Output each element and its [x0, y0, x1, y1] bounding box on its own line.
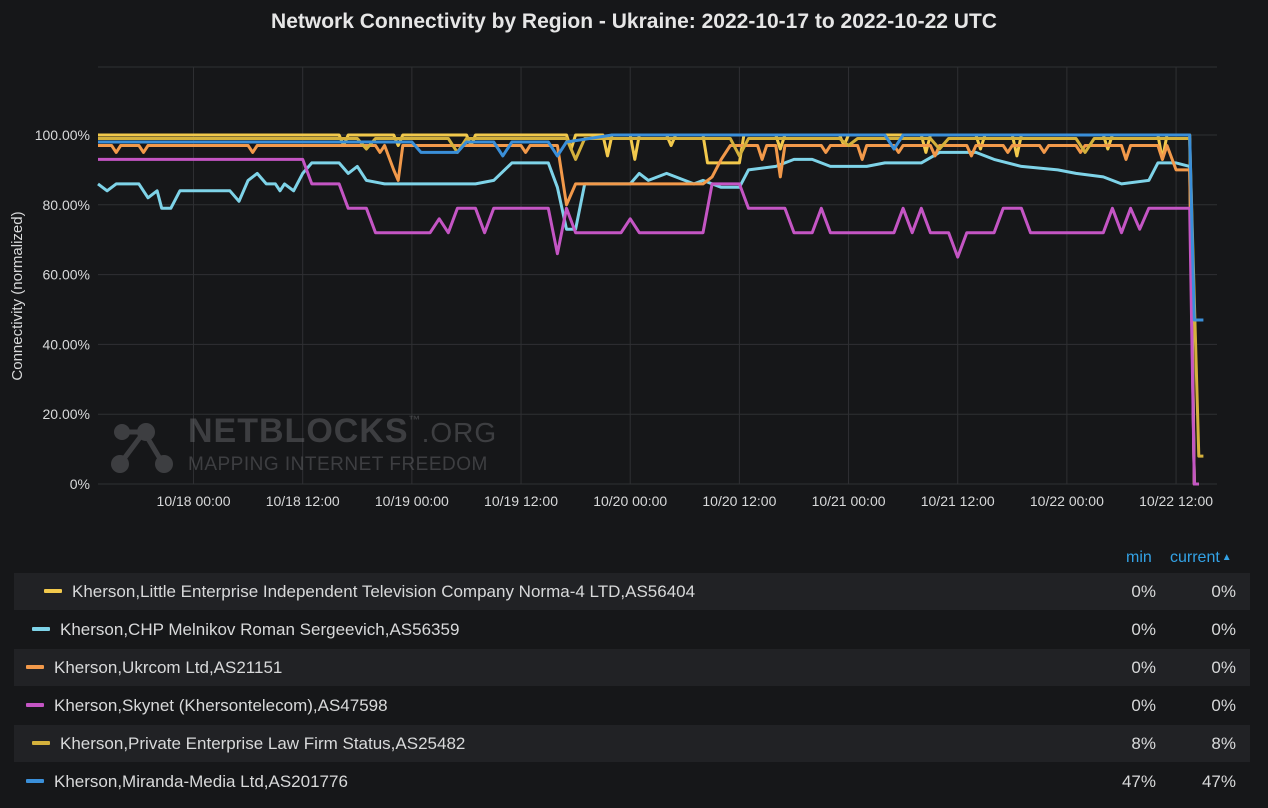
- y-tick-label: 80.00%: [43, 197, 90, 213]
- series-line-5[interactable]: [98, 133, 1204, 322]
- legend-table: Kherson,Little Enterprise Independent Te…: [14, 573, 1250, 801]
- legend-label[interactable]: Kherson,CHP Melnikov Roman Sergeevich,AS…: [60, 620, 460, 639]
- legend-label[interactable]: Kherson,Skynet (Khersontelecom),AS47598: [54, 696, 388, 715]
- x-tick-label: 10/22 12:00: [1139, 493, 1213, 509]
- x-tick-label: 10/20 00:00: [593, 493, 667, 509]
- legend-current-value: 0%: [1211, 582, 1236, 601]
- netblocks-logo-icon: [111, 423, 173, 473]
- legend-row[interactable]: Kherson,Miranda-Media Ltd,AS201776 47% 47%: [14, 763, 1250, 800]
- x-tick-label: 10/19 00:00: [375, 493, 449, 509]
- series-line-3[interactable]: [98, 157, 1199, 486]
- legend-min-value: 0%: [1131, 696, 1156, 715]
- current-column-header[interactable]: current ▲: [1170, 549, 1232, 566]
- legend-swatch: [44, 589, 62, 593]
- legend-label[interactable]: Kherson,Miranda-Media Ltd,AS201776: [54, 772, 348, 791]
- x-tick-label: 10/21 00:00: [812, 493, 886, 509]
- legend-min-value: 8%: [1131, 734, 1156, 753]
- series-line-2[interactable]: [98, 144, 1199, 486]
- legend-min-value: 0%: [1131, 658, 1156, 677]
- x-tick-label: 10/18 12:00: [266, 493, 340, 509]
- legend-swatch: [32, 627, 50, 631]
- x-tick-label: 10/20 12:00: [702, 493, 776, 509]
- watermark-brand: NETBLOCKS™.ORG: [188, 412, 498, 450]
- legend-label[interactable]: Kherson,Ukrcom Ltd,AS21151: [54, 658, 283, 677]
- y-tick-label: 40.00%: [43, 336, 90, 352]
- y-axis-title: Connectivity (normalized): [9, 211, 26, 380]
- series-lines: [97, 133, 1204, 486]
- legend-swatch: [32, 741, 50, 745]
- legend-min-value: 0%: [1131, 620, 1156, 639]
- x-tick-label: 10/22 00:00: [1030, 493, 1104, 509]
- legend-label[interactable]: Kherson,Private Enterprise Law Firm Stat…: [60, 734, 466, 753]
- y-axis-ticks: 0% 20.00% 40.00% 60.00% 80.00% 100.00%: [35, 127, 90, 492]
- legend-current-value: 0%: [1211, 658, 1236, 677]
- watermark-tagline: MAPPING INTERNET FREEDOM: [188, 454, 488, 475]
- x-tick-label: 10/21 12:00: [921, 493, 995, 509]
- min-column-header[interactable]: min: [1126, 549, 1152, 566]
- y-tick-label: 20.00%: [43, 406, 90, 422]
- x-tick-label: 10/19 12:00: [484, 493, 558, 509]
- x-tick-label: 10/18 00:00: [157, 493, 231, 509]
- series-line-4[interactable]: [98, 137, 1204, 458]
- y-tick-label: 100.00%: [35, 127, 90, 143]
- legend-row[interactable]: Kherson,Private Enterprise Law Firm Stat…: [14, 725, 1250, 762]
- chart-plot: 0% 20.00% 40.00% 60.00% 80.00% 100.00% 10/18 …: [9, 66, 1217, 509]
- legend-row[interactable]: Kherson,Little Enterprise Independent Te…: [14, 573, 1250, 610]
- legend-current-value: 0%: [1211, 620, 1236, 639]
- legend-swatch: [26, 703, 44, 707]
- legend-min-value: 0%: [1131, 582, 1156, 601]
- sort-ascending-icon: ▲: [1221, 552, 1232, 563]
- series-line-1[interactable]: [97, 150, 1199, 486]
- legend-header: min current ▲: [0, 549, 1268, 569]
- legend-swatch: [26, 665, 44, 669]
- legend-label[interactable]: Kherson,Little Enterprise Independent Te…: [72, 582, 696, 601]
- y-tick-label: 0%: [70, 476, 90, 492]
- chart-title: Network Connectivity by Region - Ukraine…: [271, 10, 997, 33]
- x-axis-ticks: 10/18 00:00 10/18 12:00 10/19 00:00 10/19 1…: [157, 493, 1214, 509]
- y-tick-label: 60.00%: [43, 267, 90, 283]
- legend-row[interactable]: Kherson,CHP Melnikov Roman Sergeevich,AS…: [14, 611, 1250, 648]
- legend-current-value: 0%: [1211, 696, 1236, 715]
- legend-current-value: 8%: [1211, 734, 1236, 753]
- legend-current-value: 47%: [1201, 772, 1236, 791]
- legend-row[interactable]: Kherson,Skynet (Khersontelecom),AS47598 0…: [14, 687, 1250, 724]
- legend-swatch: [26, 779, 44, 783]
- legend-min-value: 47%: [1121, 772, 1156, 791]
- legend-row[interactable]: Kherson,Ukrcom Ltd,AS21151 0% 0%: [14, 649, 1250, 686]
